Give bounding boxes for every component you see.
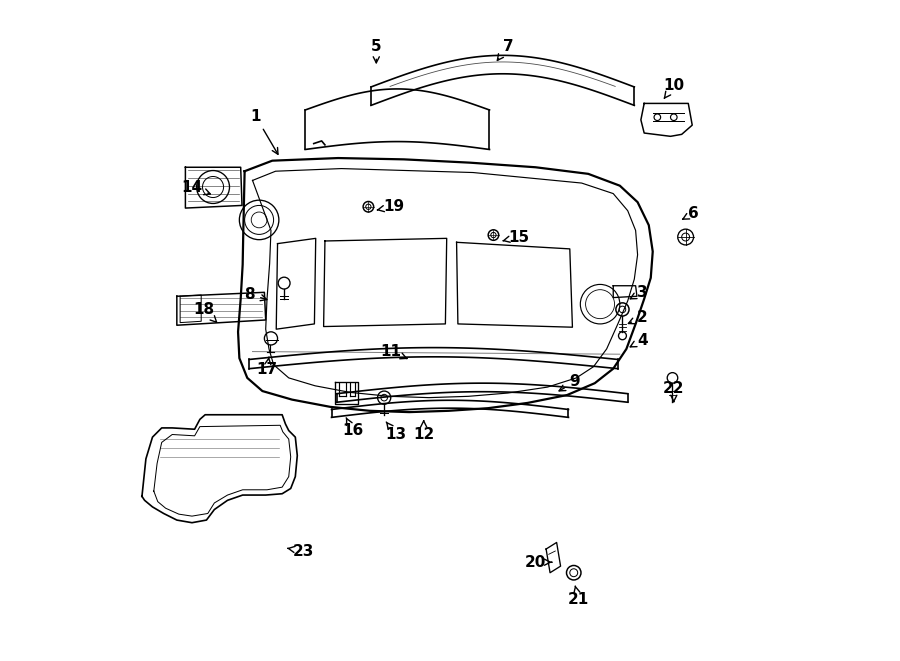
Text: 17: 17 — [256, 357, 277, 377]
Text: 8: 8 — [245, 287, 266, 302]
Text: 10: 10 — [663, 78, 684, 98]
Text: 7: 7 — [498, 38, 513, 60]
Text: 12: 12 — [413, 421, 435, 442]
Text: 16: 16 — [342, 418, 364, 438]
Text: 5: 5 — [371, 38, 382, 63]
Text: 19: 19 — [377, 199, 404, 214]
Text: 2: 2 — [628, 310, 648, 325]
Text: 11: 11 — [381, 344, 407, 359]
Text: 15: 15 — [503, 229, 530, 245]
Text: 18: 18 — [194, 302, 217, 323]
Text: 21: 21 — [568, 586, 589, 607]
Text: 4: 4 — [630, 333, 647, 348]
Text: 22: 22 — [663, 381, 685, 402]
Text: 1: 1 — [250, 109, 278, 154]
Text: 13: 13 — [385, 422, 407, 442]
Text: 14: 14 — [182, 180, 211, 195]
Text: 23: 23 — [288, 543, 315, 559]
Text: 6: 6 — [682, 206, 699, 221]
Text: 9: 9 — [559, 374, 580, 391]
Text: 20: 20 — [525, 555, 552, 570]
Text: 3: 3 — [630, 285, 647, 300]
